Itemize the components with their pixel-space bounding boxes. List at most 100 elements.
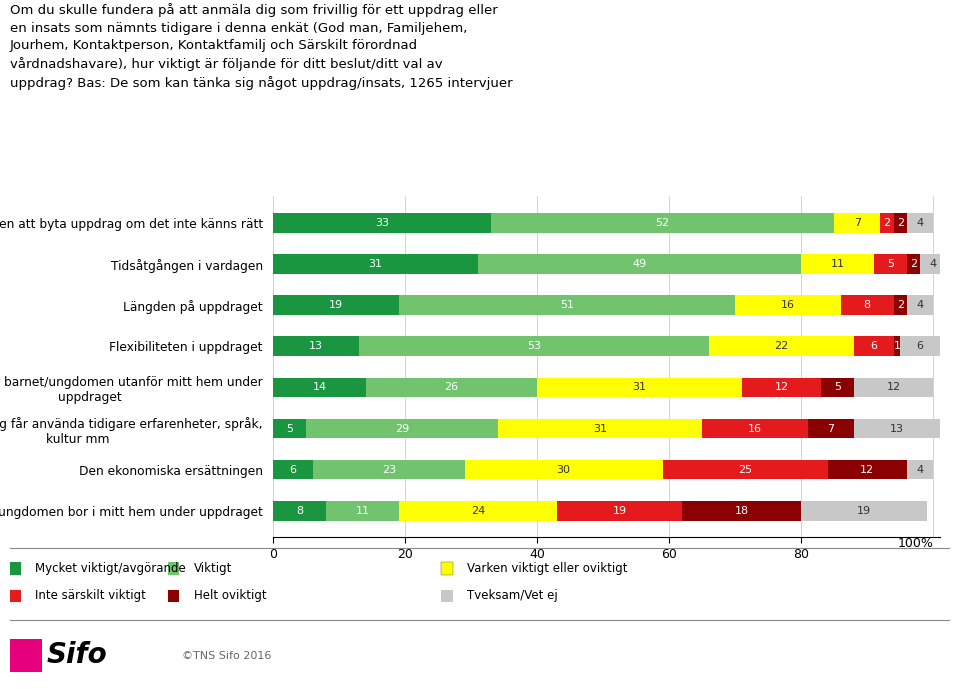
Bar (894, 336, 901, 356)
Text: 19: 19 (329, 300, 343, 310)
Text: 2: 2 (897, 300, 903, 310)
Bar (273, 296, 399, 315)
Bar (920, 254, 947, 274)
Bar (894, 296, 907, 315)
Text: 5: 5 (287, 424, 293, 433)
Text: 19: 19 (613, 506, 627, 515)
Bar (326, 501, 399, 521)
Text: 14: 14 (313, 382, 327, 393)
Bar (465, 460, 663, 480)
Text: 8: 8 (296, 506, 303, 515)
Text: 11: 11 (356, 506, 369, 515)
Text: Mycket viktigt/avgörande: Mycket viktigt/avgörande (35, 562, 186, 575)
Text: Tveksam/Vet ej: Tveksam/Vet ej (467, 590, 558, 602)
Text: 12: 12 (886, 382, 901, 393)
Bar (498, 419, 702, 438)
Text: 4: 4 (917, 218, 924, 228)
Text: 23: 23 (382, 464, 396, 475)
Bar (834, 213, 880, 233)
Text: 49: 49 (632, 259, 646, 269)
Text: Helt oviktigt: Helt oviktigt (194, 590, 267, 602)
Text: Inte särskilt viktigt: Inte särskilt viktigt (35, 590, 147, 602)
Text: 52: 52 (656, 218, 669, 228)
Bar (907, 254, 920, 274)
Bar (854, 419, 940, 438)
Bar (880, 213, 894, 233)
Bar (894, 213, 907, 233)
Bar (273, 501, 326, 521)
Text: 100%: 100% (898, 537, 933, 551)
Bar (874, 254, 907, 274)
Text: 7: 7 (854, 218, 861, 228)
Bar (273, 213, 491, 233)
Bar (841, 296, 894, 315)
Text: 16: 16 (781, 300, 795, 310)
Bar (907, 296, 933, 315)
Bar (273, 419, 306, 438)
Bar (399, 296, 736, 315)
Bar (901, 336, 940, 356)
Bar (742, 378, 821, 398)
Text: 7: 7 (828, 424, 834, 433)
Text: 4: 4 (917, 464, 924, 475)
Text: 12: 12 (774, 382, 788, 393)
Bar (663, 460, 828, 480)
Bar (854, 336, 894, 356)
Bar (365, 378, 537, 398)
Bar (801, 254, 874, 274)
Bar (537, 378, 742, 398)
Text: Om du skulle fundera på att anmäla dig som frivillig för ett uppdrag eller
en in: Om du skulle fundera på att anmäla dig s… (10, 3, 512, 90)
Text: 13: 13 (309, 341, 323, 351)
Text: 31: 31 (633, 382, 646, 393)
Bar (478, 254, 801, 274)
Text: 51: 51 (560, 300, 574, 310)
Text: 6: 6 (917, 341, 924, 351)
Text: 2: 2 (910, 259, 917, 269)
Bar (313, 460, 465, 480)
Bar (709, 336, 854, 356)
Text: 31: 31 (593, 424, 607, 433)
Text: 53: 53 (527, 341, 541, 351)
Text: 29: 29 (395, 424, 409, 433)
Bar (273, 460, 313, 480)
Text: 4: 4 (929, 259, 937, 269)
Text: 13: 13 (890, 424, 904, 433)
Bar (736, 296, 841, 315)
Bar (273, 254, 478, 274)
Bar (683, 501, 801, 521)
Text: Varken viktigt eller oviktigt: Varken viktigt eller oviktigt (467, 562, 627, 575)
Bar (828, 460, 907, 480)
Text: 26: 26 (444, 382, 458, 393)
Bar (306, 419, 498, 438)
Text: 25: 25 (738, 464, 752, 475)
Text: 18: 18 (735, 506, 749, 515)
Text: 22: 22 (774, 341, 788, 351)
Text: 12: 12 (860, 464, 875, 475)
Bar (821, 378, 854, 398)
Bar (557, 501, 683, 521)
Text: 1: 1 (894, 341, 901, 351)
Text: 8: 8 (864, 300, 871, 310)
Text: 24: 24 (471, 506, 485, 515)
Text: 6: 6 (871, 341, 877, 351)
Text: 16: 16 (748, 424, 762, 433)
Bar (807, 419, 854, 438)
Bar (854, 378, 933, 398)
Text: 30: 30 (556, 464, 571, 475)
Text: 6: 6 (290, 464, 296, 475)
Text: 4: 4 (917, 300, 924, 310)
Bar (907, 460, 933, 480)
Bar (399, 501, 557, 521)
Text: 5: 5 (834, 382, 841, 393)
Text: 31: 31 (368, 259, 383, 269)
Text: Sifo: Sifo (47, 641, 107, 668)
Bar (801, 501, 926, 521)
Text: 2: 2 (897, 218, 903, 228)
Text: 11: 11 (830, 259, 845, 269)
Bar (702, 419, 807, 438)
Bar (359, 336, 709, 356)
Text: ©TNS Sifo 2016: ©TNS Sifo 2016 (182, 651, 271, 661)
Bar (273, 378, 365, 398)
Bar (491, 213, 834, 233)
Bar (273, 336, 359, 356)
